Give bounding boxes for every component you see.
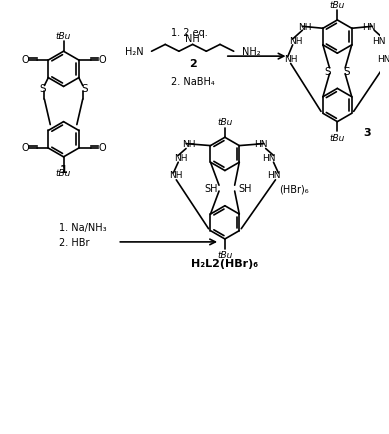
Text: HN: HN	[372, 37, 386, 46]
Text: SH: SH	[205, 184, 218, 194]
Text: O: O	[21, 55, 29, 65]
Text: SH: SH	[238, 184, 252, 194]
Text: HN: HN	[363, 23, 376, 32]
Text: 1. Na/NH₃: 1. Na/NH₃	[59, 223, 106, 233]
Text: (HBr)₆: (HBr)₆	[279, 184, 308, 194]
Text: O: O	[98, 55, 106, 65]
Text: S: S	[39, 84, 46, 94]
Text: NH: NH	[299, 23, 312, 32]
Text: NH₂: NH₂	[242, 47, 260, 57]
Text: tBu: tBu	[56, 32, 71, 41]
Text: S: S	[324, 67, 331, 77]
Text: HN: HN	[262, 154, 275, 162]
Text: 3: 3	[363, 128, 370, 138]
Text: HN: HN	[267, 171, 280, 180]
Text: tBu: tBu	[329, 134, 345, 142]
Text: NH: NH	[185, 33, 200, 43]
Text: tBu: tBu	[329, 1, 345, 10]
Text: tBu: tBu	[217, 118, 233, 127]
Text: HN: HN	[377, 55, 389, 64]
Text: S: S	[81, 84, 88, 94]
Text: O: O	[98, 143, 106, 153]
Text: NH: NH	[174, 154, 188, 162]
Text: NH: NH	[170, 171, 183, 180]
Text: 1: 1	[60, 164, 67, 174]
Text: NH: NH	[289, 37, 302, 46]
Text: tBu: tBu	[56, 168, 71, 178]
Text: H₂N: H₂N	[125, 47, 144, 57]
Text: 2: 2	[189, 59, 196, 69]
Text: tBu: tBu	[217, 250, 233, 260]
Text: NH: NH	[284, 55, 298, 64]
Text: 2. HBr: 2. HBr	[59, 237, 89, 247]
Text: 1. 2 eq.: 1. 2 eq.	[171, 28, 208, 38]
Text: NH: NH	[182, 140, 196, 149]
Text: HN: HN	[254, 140, 268, 149]
Text: S: S	[344, 67, 350, 77]
Text: O: O	[21, 143, 29, 153]
Text: 2. NaBH₄: 2. NaBH₄	[171, 76, 215, 86]
Text: H₂L2(HBr)₆: H₂L2(HBr)₆	[191, 259, 258, 269]
